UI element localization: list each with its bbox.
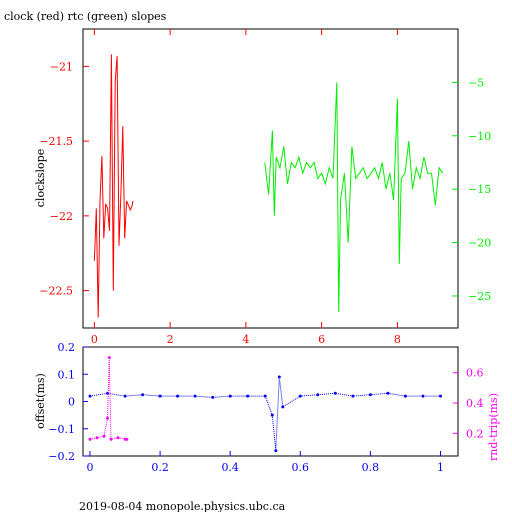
bottom-scatter-point <box>277 375 281 379</box>
bottom-x-tick-label: 0.8 <box>362 461 380 474</box>
bottom-right-y-tick-label: 0.4 <box>466 397 484 410</box>
offset-chart: offset(ms) rnd-trip(ms) 0 0.2 0.4 0.6 0.8 1 0.… <box>34 341 500 474</box>
bottom-scatter-point <box>141 393 145 397</box>
top-right-y-tick-label: −25 <box>468 290 491 303</box>
bottom-left-y-tick-label: 0.1 <box>58 368 76 381</box>
top-right-y-tick-label: −10 <box>468 130 491 143</box>
bottom-scatter-point <box>95 436 99 440</box>
top-x-tick-label: 4 <box>242 333 249 346</box>
top-left-y-tick-label: −21 <box>50 60 73 73</box>
top-right-y-tick-label: −5 <box>468 76 484 89</box>
bottom-series-trace <box>89 376 441 451</box>
top-plot-frame <box>82 28 459 329</box>
bottom-scatter-point <box>193 394 197 398</box>
bottom-right-y-tick-label: 0.6 <box>466 367 484 380</box>
chart-title: clock (red) rtc (green) slopes <box>4 10 167 23</box>
bottom-scatter-point <box>403 394 407 398</box>
top-y-axis-label: clockslope <box>34 149 47 207</box>
bottom-x-tick-label: 0.4 <box>221 461 239 474</box>
bottom-left-y-tick-label: 0 <box>68 396 75 409</box>
bottom-right-y-axis-label: rnd-trip(ms) <box>487 393 500 461</box>
bottom-scatter-point <box>316 393 320 397</box>
bottom-left-y-tick-label: 0.2 <box>58 341 76 354</box>
bottom-y-axis-label: offset(ms) <box>34 373 47 429</box>
bottom-scatter-point <box>421 394 425 398</box>
top-left-y-tick-label: −22 <box>50 210 73 223</box>
bottom-x-tick-label: 0 <box>87 461 94 474</box>
top-x-tick-label: 6 <box>318 333 325 346</box>
top-right-y-tick-label: −20 <box>468 237 491 250</box>
top-right-y-tick-label: −15 <box>468 183 491 196</box>
bottom-right-y-tick-label: 0.2 <box>466 427 484 440</box>
bottom-x-tick-label: 0.2 <box>151 461 169 474</box>
bottom-left-y-tick-label: −0.1 <box>48 423 75 436</box>
top-series-line <box>93 54 134 318</box>
bottom-scatter-point <box>109 437 113 441</box>
bottom-scatter-point <box>274 449 278 453</box>
bottom-plot-frame <box>82 346 459 457</box>
bottom-scatter-point <box>439 394 442 398</box>
bottom-x-tick-label: 1 <box>437 461 444 474</box>
clock-slope-chart: clockslope 0 2 4 6 8 −21 −21.5 −22 −22.5 −5 −10 −15… <box>34 28 491 346</box>
top-x-tick-label: 2 <box>167 333 174 346</box>
bottom-scatter-point <box>351 394 355 398</box>
top-left-y-tick-label: −21.5 <box>39 135 73 148</box>
top-x-tick-label: 8 <box>394 333 401 346</box>
bottom-series-trace <box>89 357 127 440</box>
bottom-scatter-point <box>123 394 127 398</box>
top-x-tick-label: 0 <box>91 333 98 346</box>
bottom-scatter-point <box>125 437 129 441</box>
bottom-scatter-point <box>211 395 215 399</box>
bottom-x-tick-label: 0.6 <box>292 461 310 474</box>
top-series-line <box>264 82 444 313</box>
bottom-left-y-tick-label: −0.2 <box>48 450 75 463</box>
bottom-scatter-point <box>107 356 111 360</box>
footer-text: 2019-08-04 monopole.physics.ubc.ca <box>79 500 286 512</box>
bottom-scatter-point <box>333 391 337 395</box>
top-left-y-tick-label: −22.5 <box>39 285 73 298</box>
